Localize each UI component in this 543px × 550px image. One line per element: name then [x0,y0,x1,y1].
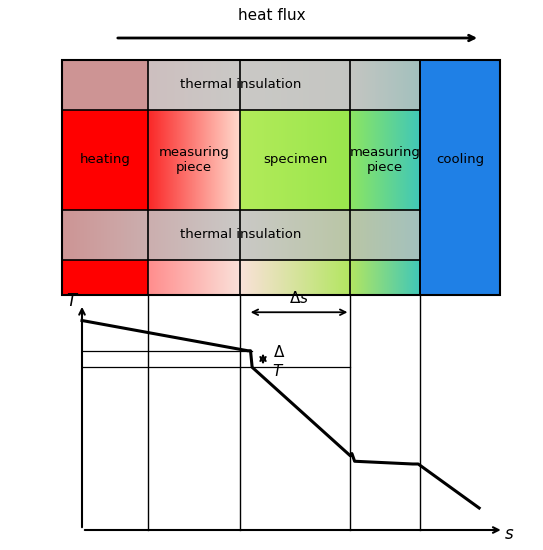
Text: s: s [504,525,513,543]
Text: specimen: specimen [263,153,327,167]
Text: thermal insulation: thermal insulation [180,79,302,91]
Text: heating: heating [80,153,130,167]
Bar [62,60,500,295]
Text: thermal insulation: thermal insulation [180,228,302,241]
Text: cooling: cooling [436,153,484,167]
Text: T: T [273,364,282,378]
Text: T: T [66,292,76,310]
Text: $\Delta s$: $\Delta s$ [289,290,309,306]
Text: $\Delta$: $\Delta$ [273,344,285,360]
Text: heat flux: heat flux [238,8,305,23]
Text: measuring
piece: measuring piece [159,146,230,174]
Text: measuring
piece: measuring piece [350,146,420,174]
